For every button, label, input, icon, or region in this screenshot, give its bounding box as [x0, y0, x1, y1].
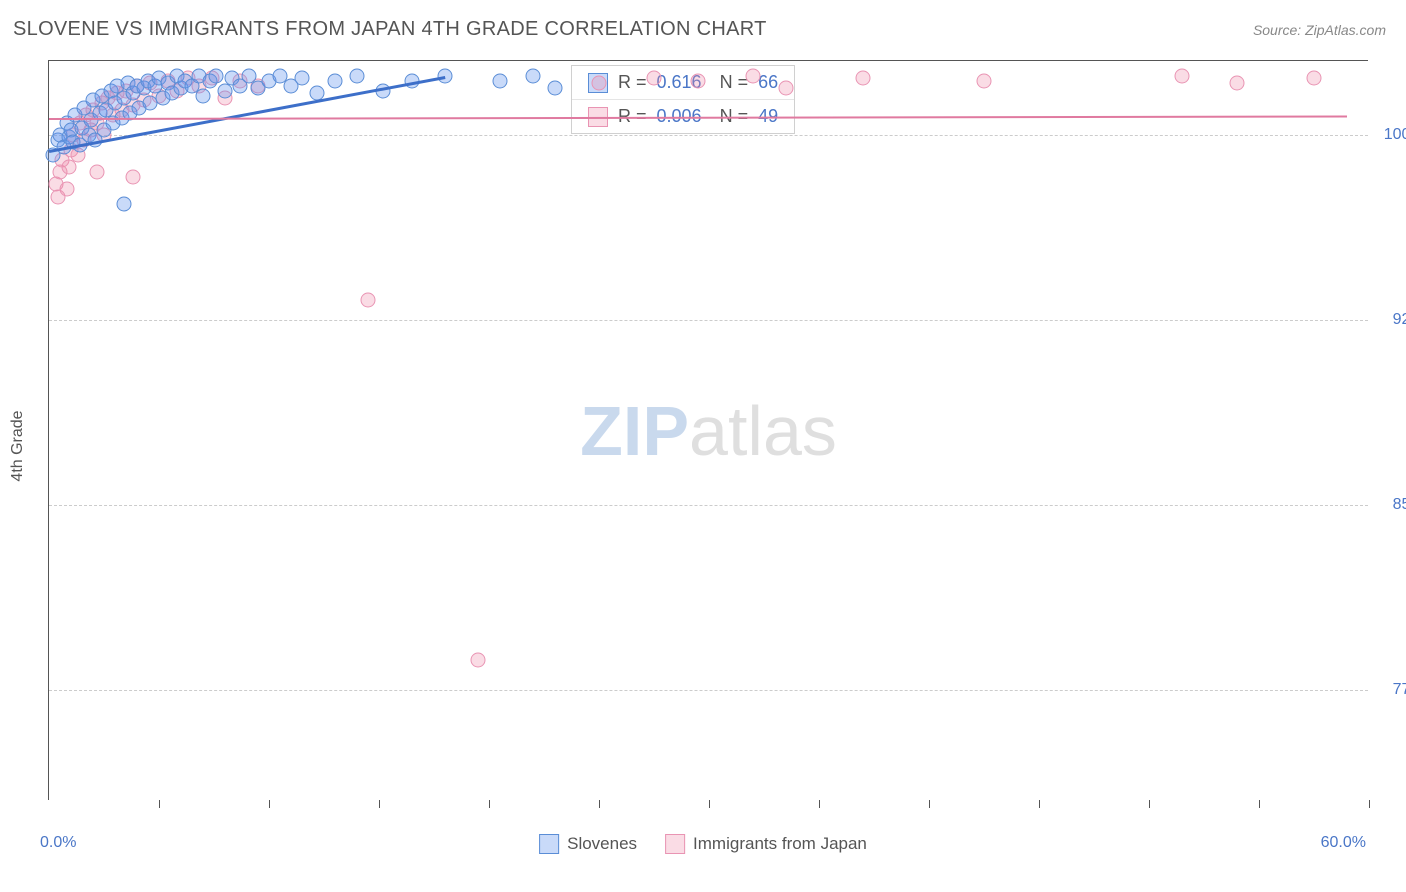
x-tick: [1259, 800, 1260, 808]
x-tick: [269, 800, 270, 808]
data-point-pink: [90, 165, 105, 180]
data-point-pink: [647, 71, 662, 86]
data-point-blue: [493, 73, 508, 88]
data-point-blue: [350, 68, 365, 83]
data-point-blue: [295, 71, 310, 86]
data-point-pink: [1230, 76, 1245, 91]
chart-plot-area: ZIPatlas R = 0.616 N = 66 R = 0.006 N = …: [48, 60, 1368, 800]
data-point-blue: [548, 81, 563, 96]
data-point-pink: [1175, 68, 1190, 83]
gridline-h: [49, 690, 1368, 691]
y-tick-label: 92.5%: [1378, 311, 1406, 329]
data-point-blue: [209, 68, 224, 83]
chart-source: Source: ZipAtlas.com: [1253, 22, 1386, 38]
chart-title: SLOVENE VS IMMIGRANTS FROM JAPAN 4TH GRA…: [13, 18, 767, 41]
x-axis-max-label: 60.0%: [1321, 834, 1366, 852]
x-tick: [379, 800, 380, 808]
data-point-pink: [977, 73, 992, 88]
swatch-blue-icon: [539, 834, 559, 854]
data-point-blue: [328, 73, 343, 88]
legend-item-slovenes: Slovenes: [539, 834, 637, 854]
data-point-pink: [361, 293, 376, 308]
gridline-h: [49, 320, 1368, 321]
data-point-pink: [1307, 71, 1322, 86]
gridline-h: [49, 505, 1368, 506]
watermark: ZIPatlas: [580, 391, 837, 471]
x-tick: [159, 800, 160, 808]
x-tick: [1039, 800, 1040, 808]
data-point-pink: [779, 81, 794, 96]
data-point-pink: [471, 653, 486, 668]
x-tick: [489, 800, 490, 808]
x-tick: [819, 800, 820, 808]
legend-item-japan: Immigrants from Japan: [665, 834, 867, 854]
y-tick-label: 77.5%: [1378, 681, 1406, 699]
x-tick: [709, 800, 710, 808]
chart-legend: Slovenes Immigrants from Japan: [539, 834, 867, 854]
gridline-h: [49, 135, 1368, 136]
data-point-pink: [59, 182, 74, 197]
x-tick: [599, 800, 600, 808]
data-point-pink: [746, 68, 761, 83]
y-axis-label: 4th Grade: [9, 410, 27, 481]
stats-box: R = 0.616 N = 66 R = 0.006 N = 49: [571, 65, 795, 134]
data-point-blue: [526, 68, 541, 83]
data-point-pink: [61, 160, 76, 175]
data-point-pink: [691, 73, 706, 88]
x-tick: [1149, 800, 1150, 808]
data-point-pink: [125, 169, 140, 184]
x-tick: [929, 800, 930, 808]
data-point-pink: [856, 71, 871, 86]
data-point-pink: [592, 76, 607, 91]
data-point-blue: [116, 197, 131, 212]
data-point-blue: [196, 88, 211, 103]
swatch-pink-icon: [665, 834, 685, 854]
x-tick: [1369, 800, 1370, 808]
y-tick-label: 100.0%: [1378, 126, 1406, 144]
y-tick-label: 85.0%: [1378, 496, 1406, 514]
x-axis-min-label: 0.0%: [40, 834, 76, 852]
